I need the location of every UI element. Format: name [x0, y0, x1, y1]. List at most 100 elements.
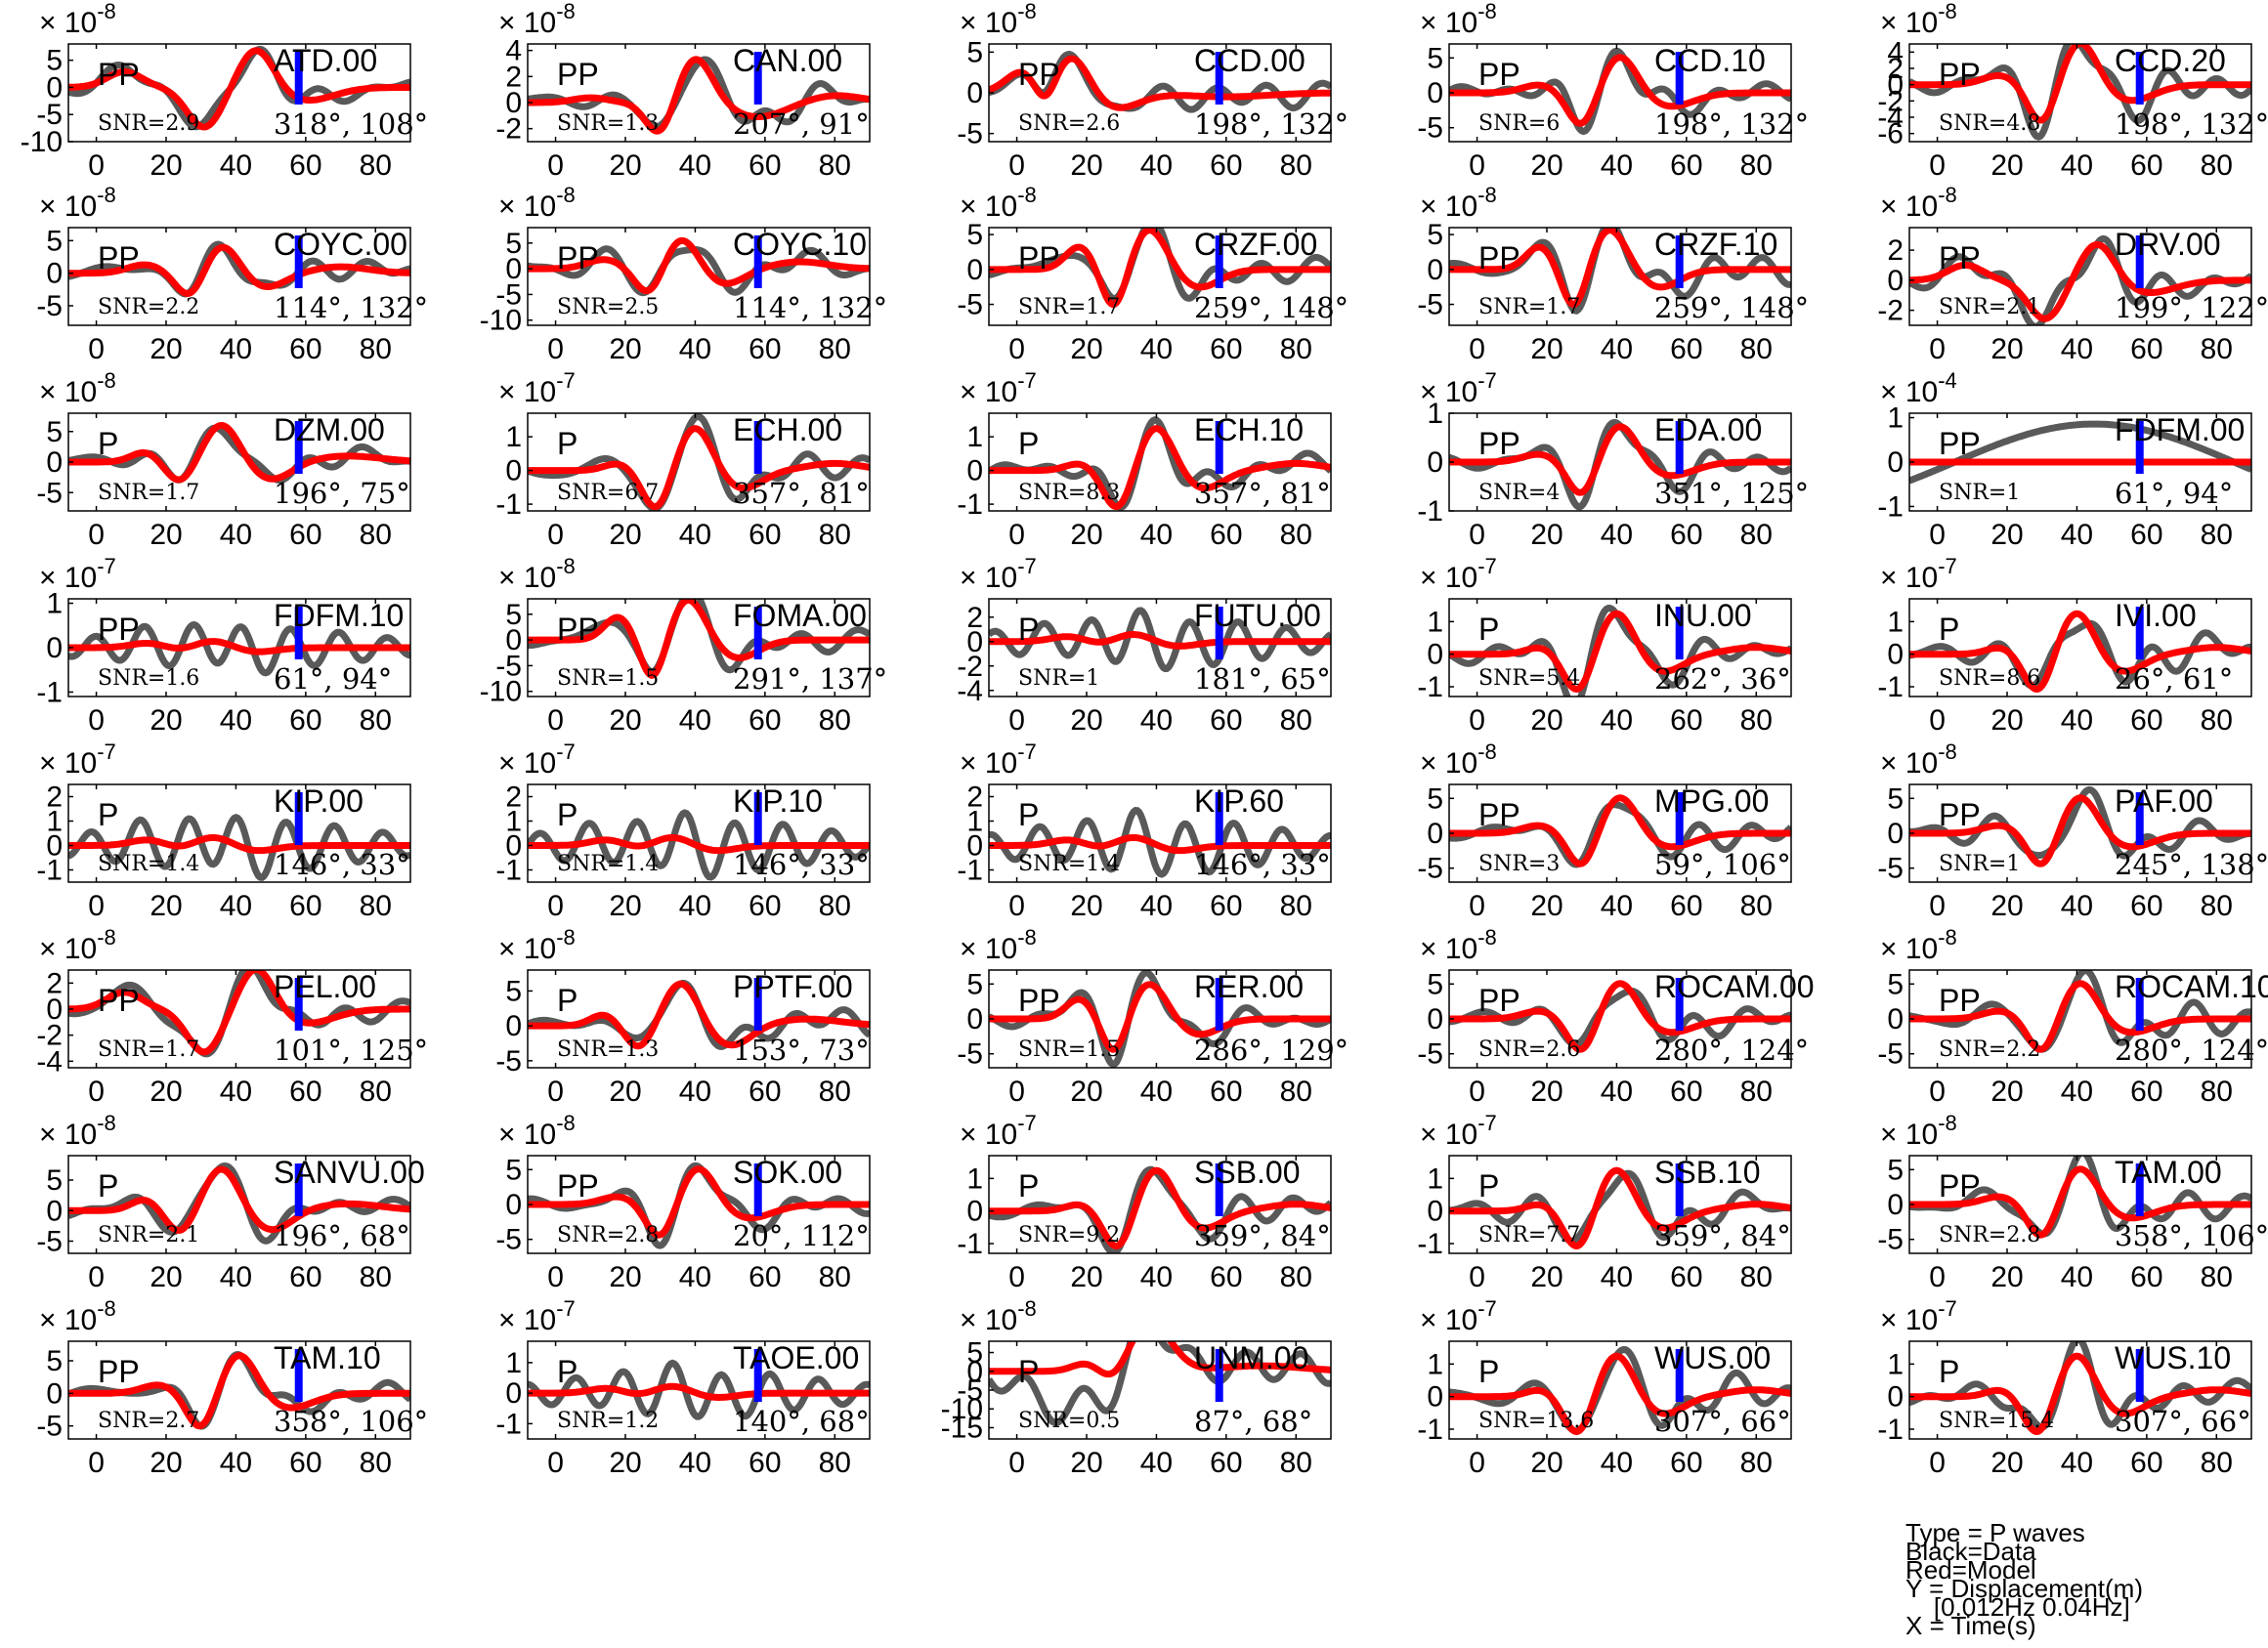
y-tick-label: 0 — [1887, 818, 1904, 850]
y-tick-label: -6 — [1877, 118, 1904, 150]
azimuth-distance-label: 61°, 94° — [2115, 477, 2233, 510]
x-tick-label: 0 — [1469, 1261, 1485, 1293]
azimuth-distance-label: 359°, 84° — [1194, 1219, 1331, 1252]
y-tick-label: 0 — [966, 626, 983, 658]
x-tick-label: 0 — [547, 519, 564, 551]
snr-label: SNR=1 — [1939, 852, 2020, 876]
x-tick-label: 40 — [220, 1261, 252, 1293]
x-tick-label: 60 — [289, 333, 321, 365]
y-tick-label: 0 — [1887, 446, 1904, 479]
axes-box — [988, 598, 1332, 697]
model-trace — [989, 425, 1331, 511]
x-tick-label: 20 — [609, 890, 641, 922]
azimuth-distance-label: 196°, 68° — [274, 1219, 410, 1252]
azimuth-distance-label: 199°, 122° — [2115, 291, 2268, 324]
y-exponent: × 10-8 — [1880, 0, 1957, 39]
y-tick-label: 1 — [46, 806, 63, 838]
station-label: RER.00 — [1194, 969, 1304, 1004]
x-tick-label: 20 — [150, 519, 182, 551]
x-tick-label: 60 — [1210, 1261, 1242, 1293]
y-tick-label: 1 — [505, 421, 522, 453]
x-tick-label: 20 — [609, 704, 641, 737]
snr-label: SNR=1.4 — [98, 852, 199, 876]
azimuth-distance-label: 245°, 138° — [2115, 848, 2268, 881]
legend-type: Type = P waves — [1905, 1518, 2085, 1547]
station-label: CRZF.10 — [1654, 227, 1777, 262]
y-tick-label: -10 — [941, 1393, 983, 1425]
x-tick-label: 40 — [1601, 890, 1633, 922]
y-tick-label: -5 — [36, 1226, 63, 1258]
phase-label: P — [557, 1354, 578, 1389]
x-tick-label: 0 — [88, 1447, 105, 1479]
x-tick-label: 20 — [609, 149, 641, 182]
y-tick-label: -5 — [36, 290, 63, 322]
y-tick-label: 0 — [966, 455, 983, 487]
x-tick-label: 20 — [609, 333, 641, 365]
axes-box — [1908, 598, 2252, 697]
x-tick-label: 0 — [88, 519, 105, 551]
legend-box: Type = P waves Black=Data Red=Model Y = … — [1905, 1518, 2257, 1638]
phase-label: P — [1939, 612, 1959, 647]
snr-label: SNR=8.3 — [1018, 481, 1120, 505]
axes-box — [988, 412, 1332, 512]
x-tick-label: 40 — [679, 149, 711, 182]
station-label: KIP.60 — [1194, 783, 1284, 819]
station-label: TAM.00 — [2115, 1155, 2222, 1190]
x-tick-label: 60 — [749, 519, 781, 551]
y-exponent: × 10-8 — [1880, 739, 1957, 780]
phase-label: PP — [557, 612, 599, 647]
station-label: PPTF.00 — [733, 969, 853, 1004]
phase-label: P — [98, 797, 118, 832]
x-tick-label: 0 — [1008, 1076, 1025, 1108]
x-tick-label: 0 — [1929, 1261, 1946, 1293]
y-tick-label: 0 — [966, 1003, 983, 1035]
y-exponent: × 10-7 — [1880, 554, 1957, 594]
y-tick-label: 1 — [46, 588, 63, 620]
x-tick-label: 80 — [360, 1447, 392, 1479]
x-tick-label: 40 — [1140, 1261, 1173, 1293]
y-tick-label: -1 — [495, 855, 522, 887]
y-tick-label: 4 — [1887, 36, 1904, 68]
y-tick-label: -5 — [1417, 1038, 1443, 1071]
model-trace — [68, 1165, 410, 1235]
snr-label: SNR=13.6 — [1478, 1409, 1594, 1433]
x-tick-label: 0 — [1929, 1076, 1946, 1108]
y-exponent: × 10-7 — [960, 739, 1037, 780]
y-tick-label: 0 — [46, 993, 63, 1026]
y-tick-label: 0 — [966, 1356, 983, 1388]
station-label: ECH.10 — [1194, 412, 1304, 447]
station-label: CAN.00 — [733, 43, 842, 78]
y-tick-label: 0 — [505, 1377, 522, 1410]
y-exponent: × 10-7 — [1880, 1296, 1957, 1336]
snr-label: SNR=6.7 — [557, 481, 659, 505]
station-label: ROCAM.10 — [2115, 969, 2268, 1004]
axes-box — [527, 598, 871, 697]
azimuth-distance-label: 291°, 137° — [733, 662, 887, 696]
y-tick-label: -5 — [1417, 112, 1443, 145]
phase-label: PP — [557, 1168, 599, 1204]
legend-model: Red=Model — [1905, 1555, 2036, 1585]
y-tick-label: 2 — [966, 602, 983, 634]
y-tick-label: 1 — [1427, 1348, 1443, 1380]
x-tick-label: 0 — [1929, 519, 1946, 551]
azimuth-distance-label: 358°, 106° — [274, 1405, 428, 1438]
station-label: SSB.00 — [1194, 1155, 1301, 1190]
x-tick-label: 20 — [1990, 1261, 2023, 1293]
x-tick-label: 20 — [1070, 890, 1102, 922]
phase-label: P — [1478, 1354, 1499, 1389]
station-label: PAF.00 — [2115, 783, 2213, 819]
axes-box — [1908, 43, 2252, 143]
x-tick-label: 40 — [2061, 1076, 2093, 1108]
data-trace — [1449, 1169, 1791, 1245]
snr-label: SNR=9.2 — [1018, 1223, 1120, 1247]
model-trace — [528, 834, 870, 855]
x-tick-label: 40 — [1140, 149, 1173, 182]
axes-box — [1908, 1340, 2252, 1440]
x-tick-label: 60 — [289, 1447, 321, 1479]
x-tick-label: 0 — [547, 704, 564, 737]
axes-box — [527, 783, 871, 883]
x-tick-label: 60 — [2130, 1261, 2162, 1293]
